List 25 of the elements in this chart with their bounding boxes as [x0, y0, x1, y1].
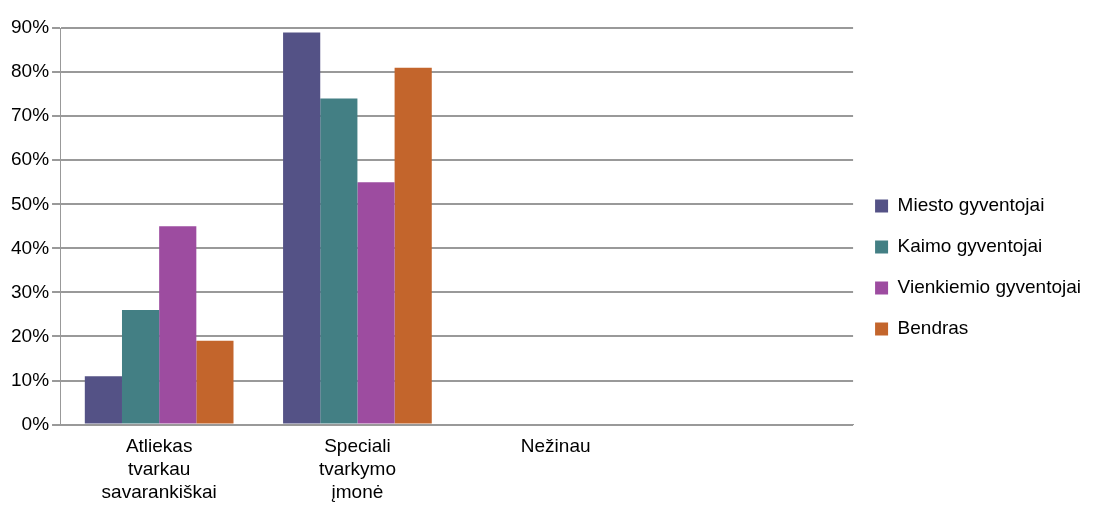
y-tick-label: 90% [11, 16, 50, 38]
y-tick-label: 20% [11, 324, 50, 346]
bar [121, 310, 160, 424]
x-tick-label: Speciali tvarkymo įmonė [318, 435, 396, 502]
y-tick-label: 80% [11, 60, 50, 82]
y-tick-label: 40% [11, 236, 50, 258]
bar [159, 226, 197, 424]
y-tick-label: 10% [11, 368, 50, 390]
bar [394, 67, 432, 424]
y-tick-label: 50% [11, 192, 50, 214]
bar [357, 182, 395, 424]
y-tick-label: 30% [11, 280, 50, 302]
y-tick-label: 70% [11, 104, 50, 126]
legend-label: Kaimo gyventojai [897, 235, 1043, 257]
legend-label: Miesto gyventojai [897, 194, 1045, 216]
x-tick-label: Atliekas tvarkau savarankiškai [101, 435, 217, 502]
bar [196, 340, 234, 424]
legend-label: Vienkiemio gyventojai [897, 276, 1082, 298]
bar [320, 98, 358, 424]
bar [84, 376, 122, 424]
bar [283, 32, 321, 424]
x-tick-label: Nežinau [520, 435, 591, 457]
y-tick-label: 60% [11, 148, 50, 170]
y-tick-label: 0% [21, 412, 50, 434]
legend-label: Bendras [897, 317, 969, 339]
